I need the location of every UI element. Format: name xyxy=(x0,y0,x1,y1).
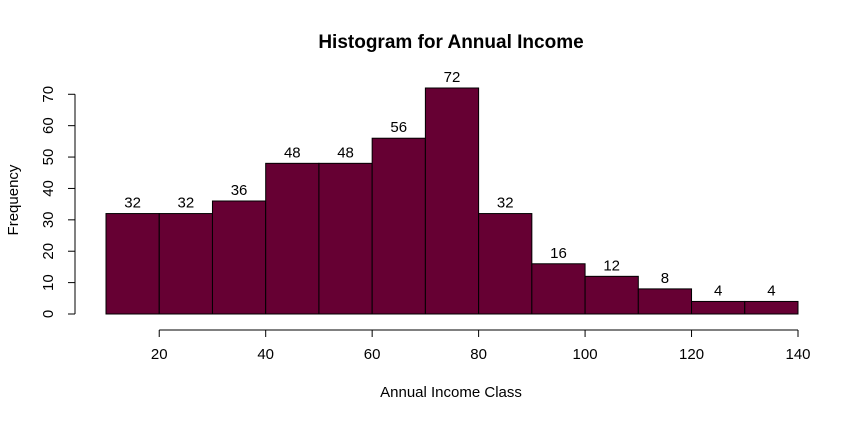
bar-value-label: 4 xyxy=(767,282,775,299)
y-axis-label: Frequency xyxy=(5,164,22,235)
histogram-bar xyxy=(584,275,639,315)
bar-value-label: 36 xyxy=(231,182,248,199)
x-tick-label: 80 xyxy=(470,346,487,363)
histogram-bar xyxy=(478,213,533,315)
x-tick-label: 120 xyxy=(679,346,704,363)
x-tick-label: 140 xyxy=(785,346,810,363)
y-tick-label: 50 xyxy=(40,149,57,166)
bar-value-label: 32 xyxy=(497,195,514,212)
y-tick-label: 0 xyxy=(40,310,57,318)
y-tick-label: 60 xyxy=(40,117,57,134)
bar-value-label: 16 xyxy=(550,245,567,262)
bar-value-label: 48 xyxy=(337,144,354,161)
histogram-bar xyxy=(158,213,213,315)
y-tick-label: 20 xyxy=(40,243,57,260)
x-tick-label: 40 xyxy=(257,346,274,363)
histogram-bar xyxy=(744,300,799,315)
x-tick-label: 20 xyxy=(151,346,168,363)
histogram-bar xyxy=(105,213,160,315)
histogram-bar xyxy=(265,162,320,315)
histogram-bar xyxy=(318,162,373,315)
bar-value-label: 56 xyxy=(390,119,407,136)
bar-value-label: 8 xyxy=(661,270,669,287)
bar-value-label: 32 xyxy=(178,195,195,212)
histogram-bar xyxy=(424,87,480,315)
histogram-bar xyxy=(211,200,267,315)
chart-title: Histogram for Annual Income xyxy=(318,32,583,53)
bar-value-label: 72 xyxy=(444,69,461,86)
histogram-bar xyxy=(637,288,693,315)
y-tick-label: 10 xyxy=(40,274,57,291)
histogram-bar xyxy=(371,137,426,315)
y-tick-label: 40 xyxy=(40,180,57,197)
y-tick-label: 30 xyxy=(40,211,57,228)
bar-value-label: 32 xyxy=(124,195,141,212)
bar-value-label: 4 xyxy=(714,282,722,299)
histogram-bar xyxy=(691,300,746,315)
y-tick-label: 70 xyxy=(40,86,57,103)
x-tick-label: 100 xyxy=(573,346,598,363)
histogram-bar xyxy=(531,263,586,315)
bar-value-label: 12 xyxy=(603,257,620,274)
x-tick-label: 60 xyxy=(364,346,381,363)
x-axis-label: Annual Income Class xyxy=(380,384,522,401)
bar-value-label: 48 xyxy=(284,144,301,161)
